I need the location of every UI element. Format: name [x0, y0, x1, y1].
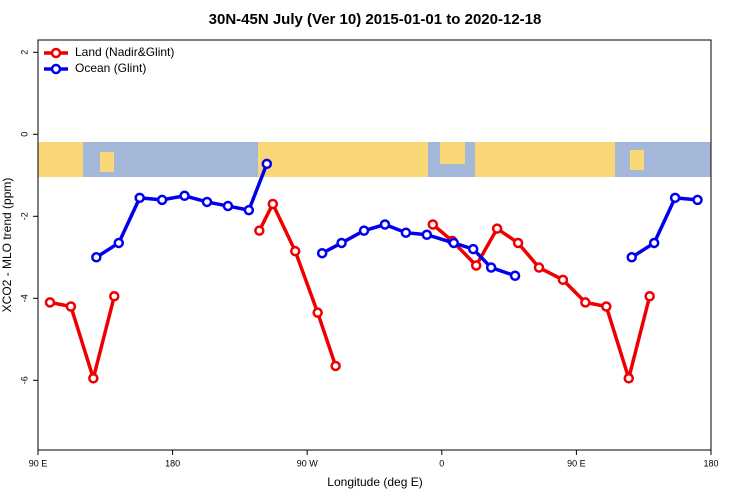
legend-label: Land (Nadir&Glint): [75, 45, 174, 59]
point: [648, 237, 660, 249]
point: [358, 225, 370, 236]
point: [533, 262, 545, 273]
x-tick-label: 90 E: [29, 458, 48, 468]
legend-label: Ocean (Glint): [75, 61, 146, 75]
point: [254, 225, 265, 236]
point: [692, 194, 703, 206]
y-axis-label: XCO2 - MLO trend (ppm): [0, 178, 14, 313]
point: [491, 223, 503, 234]
point: [580, 297, 591, 308]
point: [644, 291, 655, 302]
y-tick-label: -6: [19, 376, 29, 384]
point: [485, 262, 497, 273]
point: [669, 192, 681, 204]
point: [261, 158, 273, 170]
point: [623, 373, 634, 384]
series-line: [49, 200, 652, 385]
map-band: [38, 142, 711, 177]
x-tick-label: 90 E: [567, 458, 586, 468]
point: [113, 237, 125, 249]
x-tick-label: 180: [703, 458, 718, 468]
point: [88, 373, 99, 384]
point: [626, 252, 637, 263]
point: [267, 198, 279, 210]
x-tick-label: 90 W: [297, 458, 319, 468]
point: [201, 196, 213, 208]
point: [421, 229, 433, 240]
point: [109, 291, 120, 302]
point: [336, 237, 347, 249]
x-tick-label: 0: [439, 458, 444, 468]
chart-title: 30N-45N July (Ver 10) 2015-01-01 to 2020…: [209, 11, 542, 28]
series-line: [95, 163, 698, 278]
point: [330, 360, 341, 372]
point: [91, 252, 102, 263]
x-axis-label: Longitude (deg E): [327, 475, 422, 489]
point: [156, 194, 168, 206]
x-tick-label: 180: [165, 458, 180, 468]
y-tick-label: -4: [19, 294, 29, 302]
point: [379, 219, 391, 230]
point: [44, 297, 56, 308]
point: [470, 260, 482, 271]
point: [179, 190, 190, 202]
y-tick-label: 2: [19, 50, 29, 55]
point: [312, 307, 323, 318]
point: [509, 270, 521, 281]
point: [448, 237, 460, 249]
point: [601, 301, 612, 312]
point: [289, 245, 301, 257]
y-tick-label: 0: [19, 132, 29, 137]
point: [557, 274, 569, 286]
point: [134, 192, 145, 204]
point: [512, 237, 524, 249]
point: [222, 200, 234, 212]
point: [316, 247, 328, 259]
point: [427, 219, 439, 230]
point: [65, 301, 77, 312]
legend-marker: [50, 63, 62, 75]
point: [400, 227, 412, 238]
point: [243, 204, 255, 216]
legend-marker: [50, 47, 62, 59]
plot-frame: [37, 39, 712, 451]
y-tick-label: -2: [19, 212, 29, 220]
point: [467, 243, 479, 255]
